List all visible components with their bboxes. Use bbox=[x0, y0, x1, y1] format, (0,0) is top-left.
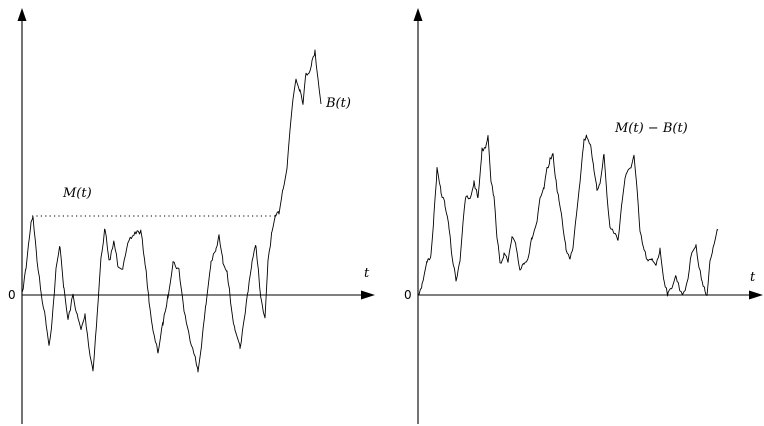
left-y-axis-arrow bbox=[17, 8, 27, 21]
right-origin-label: 0 bbox=[404, 288, 412, 302]
left-origin-label: 0 bbox=[8, 288, 16, 302]
right-x-axis-label: t bbox=[750, 270, 756, 285]
reflected-path bbox=[417, 134, 719, 297]
running-max-label: M(t) bbox=[62, 186, 92, 201]
process-label: B(t) bbox=[325, 96, 351, 111]
left-x-axis-label: t bbox=[364, 266, 370, 281]
left-x-axis-arrow bbox=[361, 290, 375, 300]
reflected-process-label: M(t) − B(t) bbox=[614, 121, 688, 136]
brownian-path bbox=[21, 49, 322, 373]
left-panel: 0 t M(t) B(t) bbox=[8, 8, 375, 424]
right-panel: 0 t M(t) − B(t) bbox=[404, 8, 763, 424]
right-x-axis-arrow bbox=[749, 290, 763, 300]
right-y-axis-arrow bbox=[413, 8, 423, 21]
